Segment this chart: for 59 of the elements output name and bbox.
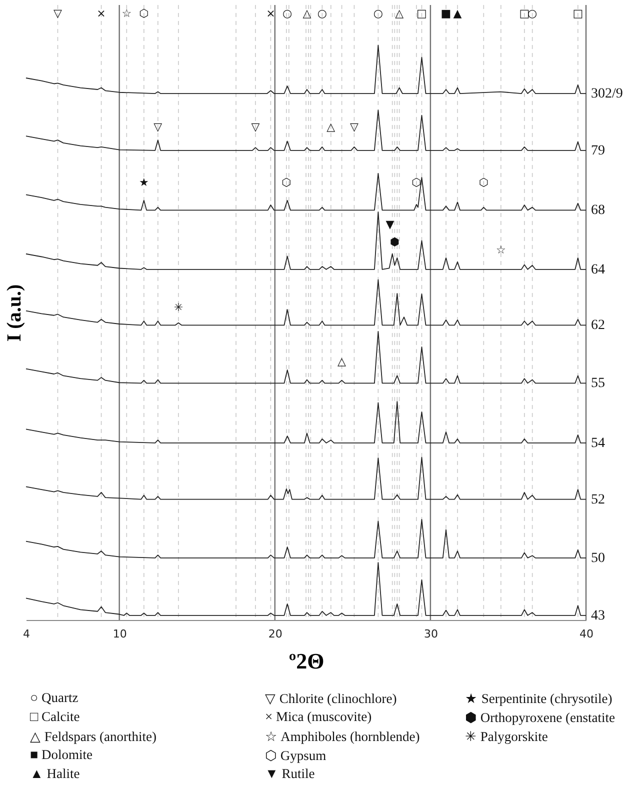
- series-label: 43: [591, 608, 605, 624]
- annotation: □: [519, 7, 530, 20]
- x-axis-title: º2Θ: [288, 648, 324, 674]
- series-label: 302/9: [591, 86, 623, 102]
- series-label: 50: [591, 550, 605, 566]
- annotation: ×: [96, 7, 106, 20]
- annotation: ○: [528, 7, 538, 20]
- text: □ Calcite: [30, 709, 81, 726]
- x-tick-label: 10: [112, 628, 127, 640]
- x-tick-label: 30: [424, 628, 438, 640]
- annotation: ☆: [496, 243, 506, 256]
- annotation: ○: [317, 7, 327, 20]
- text: ☆ Amphiboles (hornblende): [265, 728, 421, 746]
- annotation: ⬡: [478, 176, 488, 190]
- annotation: ○: [282, 7, 292, 20]
- series-label: 62: [591, 318, 605, 334]
- annotation: △: [326, 120, 336, 134]
- y-axis-title: I (a.u.): [4, 284, 26, 342]
- annotation: ✳: [174, 300, 184, 314]
- annotation: ▲: [453, 7, 462, 20]
- annotation: ▽: [251, 120, 260, 134]
- text: ⬢ Orthopyroxene (enstatite: [465, 709, 616, 727]
- annotation: ▽: [154, 120, 163, 134]
- annotation: □: [416, 7, 427, 20]
- annotation: ▼: [386, 218, 395, 232]
- text: ▼ Rutile: [265, 766, 316, 783]
- text: ⬡ Gypsum: [265, 747, 328, 765]
- text: △ Feldspars (anorthite): [30, 728, 158, 746]
- series-label: 52: [591, 492, 605, 508]
- annotation: ▽: [54, 7, 62, 20]
- annotation: ⬢: [390, 235, 400, 248]
- annotation: △: [395, 7, 404, 20]
- annotation: ★: [138, 176, 149, 190]
- x-tick-label: 20: [268, 628, 282, 640]
- series-label: 68: [591, 203, 605, 218]
- x-tick-label: 40: [580, 628, 594, 640]
- series-label: 79: [591, 143, 605, 158]
- annotation: ▽: [350, 120, 359, 134]
- annotation: ×: [266, 7, 276, 20]
- annotation: △: [338, 354, 347, 368]
- text: × Mica (muscovite): [265, 709, 373, 726]
- text: ▽ Chlorite (clinochlore): [265, 690, 398, 708]
- text: ★ Serpentinite (chrysotile): [465, 690, 614, 708]
- annotation: □: [572, 7, 584, 20]
- series-label: 54: [591, 436, 605, 451]
- text: ✳ Palygorskite: [465, 728, 549, 746]
- series-label: 55: [591, 376, 605, 392]
- annotation: △: [302, 7, 312, 20]
- annotation: ⬡: [412, 176, 422, 190]
- x-tick-label: 4: [23, 628, 30, 640]
- annotation: ■: [440, 7, 452, 20]
- text: ■ Dolomite: [30, 747, 94, 764]
- series-label: 64: [591, 262, 605, 278]
- annotation: ☆: [122, 7, 132, 20]
- text: ○ Quartz: [30, 690, 80, 707]
- annotation: ⬡: [139, 7, 149, 20]
- text: ▲ Halite: [30, 766, 81, 783]
- annotation: ⬡: [282, 176, 292, 190]
- annotation: ○: [373, 7, 383, 20]
